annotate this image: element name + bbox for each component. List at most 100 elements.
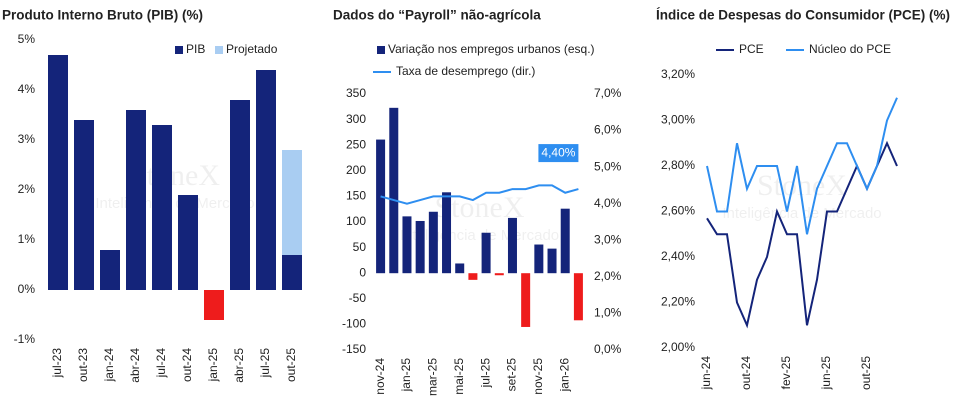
- legend-swatch: [215, 46, 223, 54]
- y-tick-label: 5%: [18, 32, 36, 46]
- legend-label: Núcleo do PCE: [809, 42, 891, 56]
- y-tick-label: 0%: [18, 282, 36, 296]
- bar: [455, 263, 465, 274]
- y-tick-label: 2,00%: [661, 340, 695, 354]
- bar: [402, 216, 412, 274]
- x-tick-label: nov-24: [373, 358, 387, 395]
- y2-tick-label: 2,0%: [594, 269, 622, 283]
- legend-label: Variação nos empregos urbanos (esq.): [388, 42, 595, 56]
- x-tick-label: jan-26: [557, 358, 571, 393]
- legend-label: PIB: [186, 42, 205, 56]
- bar: [442, 192, 452, 274]
- legend-label: Projetado: [226, 42, 278, 56]
- y-tick-label: 0: [359, 265, 366, 279]
- bar: [468, 273, 478, 280]
- bar: [230, 100, 250, 290]
- x-tick-label: out-24: [739, 356, 753, 390]
- y-tick-label: 300: [346, 112, 366, 126]
- annotation-box: [538, 144, 579, 163]
- bar: [389, 107, 399, 274]
- x-tick-label: jul-23: [50, 348, 64, 379]
- y2-tick-label: 4,0%: [594, 196, 622, 210]
- y2-tick-label: 1,0%: [594, 306, 622, 320]
- bar: [178, 195, 198, 290]
- x-tick-label: abr-25: [232, 348, 246, 383]
- y-tick-label: 200: [346, 163, 366, 177]
- y-tick-label: 4%: [18, 82, 36, 96]
- x-tick-label: jan-24: [102, 348, 116, 383]
- bar: [100, 250, 120, 290]
- bar: [256, 70, 276, 290]
- y2-tick-label: 5,0%: [594, 159, 622, 173]
- bar: [415, 220, 425, 274]
- y-tick-label: 150: [346, 189, 366, 203]
- legend-label: PCE: [739, 42, 764, 56]
- chart-title: Índice de Despesas do Consumidor (PCE) (…: [656, 8, 950, 23]
- y-tick-label: 2,80%: [661, 158, 695, 172]
- annotation: 4,40%: [541, 145, 575, 159]
- y-tick-label: -150: [342, 342, 366, 356]
- bar: [48, 55, 68, 290]
- y-tick-label: 3,00%: [661, 113, 695, 127]
- x-tick-label: fev-25: [779, 356, 793, 390]
- y2-tick-label: 7,0%: [594, 86, 622, 100]
- x-tick-label: out-25: [859, 356, 873, 390]
- x-tick-label: out-23: [76, 348, 90, 382]
- bar: [428, 211, 438, 274]
- legend-label: Taxa de desemprego (dir.): [396, 64, 535, 78]
- y2-tick-label: 6,0%: [594, 123, 622, 137]
- y-tick-label: 2,40%: [661, 249, 695, 263]
- bar: [204, 290, 224, 320]
- bar: [282, 255, 302, 290]
- x-tick-label: nov-25: [531, 358, 545, 395]
- x-tick-label: jan-25: [399, 358, 413, 393]
- x-tick-label: out-24: [180, 348, 194, 382]
- x-tick-label: jul-25: [478, 358, 492, 389]
- y-tick-label: 3%: [18, 132, 36, 146]
- y-tick-label: 1%: [18, 232, 36, 246]
- y-tick-label: 100: [346, 214, 366, 228]
- bar: [494, 273, 504, 276]
- chart-title: Produto Interno Bruto (PIB) (%): [2, 8, 203, 23]
- y-tick-label: 250: [346, 137, 366, 151]
- y-tick-label: -50: [349, 291, 367, 305]
- x-tick-label: jun-24: [699, 356, 713, 391]
- bar: [481, 232, 491, 274]
- bar: [507, 217, 517, 274]
- bar: [547, 248, 557, 274]
- bar: [126, 110, 146, 290]
- bar: [521, 273, 531, 327]
- bar: [282, 150, 302, 255]
- x-tick-label: jul-25: [258, 348, 272, 379]
- line: [706, 97, 898, 235]
- watermark: Inteligência de Mercado: [400, 227, 559, 244]
- bar: [74, 120, 94, 290]
- bar: [152, 125, 172, 290]
- y-tick-label: 50: [353, 240, 367, 254]
- y-tick-label: 350: [346, 86, 366, 100]
- x-tick-label: out-25: [284, 348, 298, 382]
- y-tick-label: 3,20%: [661, 67, 695, 81]
- x-tick-label: mar-25: [426, 358, 440, 396]
- bar: [376, 139, 386, 274]
- x-tick-label: abr-24: [128, 348, 142, 383]
- watermark: Inteligência de Mercado: [722, 205, 881, 222]
- y-tick-label: 2%: [18, 182, 36, 196]
- y-tick-label: 2,60%: [661, 204, 695, 218]
- line: [380, 184, 579, 205]
- bar: [560, 208, 570, 274]
- y-tick-label: -100: [342, 317, 366, 331]
- y2-tick-label: 0,0%: [594, 342, 622, 356]
- bar: [534, 244, 544, 274]
- x-tick-label: jan-25: [206, 348, 220, 383]
- bar: [573, 273, 583, 321]
- x-tick-label: set-25: [505, 358, 519, 392]
- x-tick-label: mai-25: [452, 358, 466, 395]
- y-tick-label: -1%: [14, 332, 36, 346]
- legend-swatch: [377, 46, 385, 54]
- y-tick-label: 2,20%: [661, 295, 695, 309]
- legend-swatch: [175, 46, 183, 54]
- chart-title: Dados do “Payroll” não-agrícola: [333, 8, 541, 23]
- x-tick-label: jun-25: [819, 356, 833, 391]
